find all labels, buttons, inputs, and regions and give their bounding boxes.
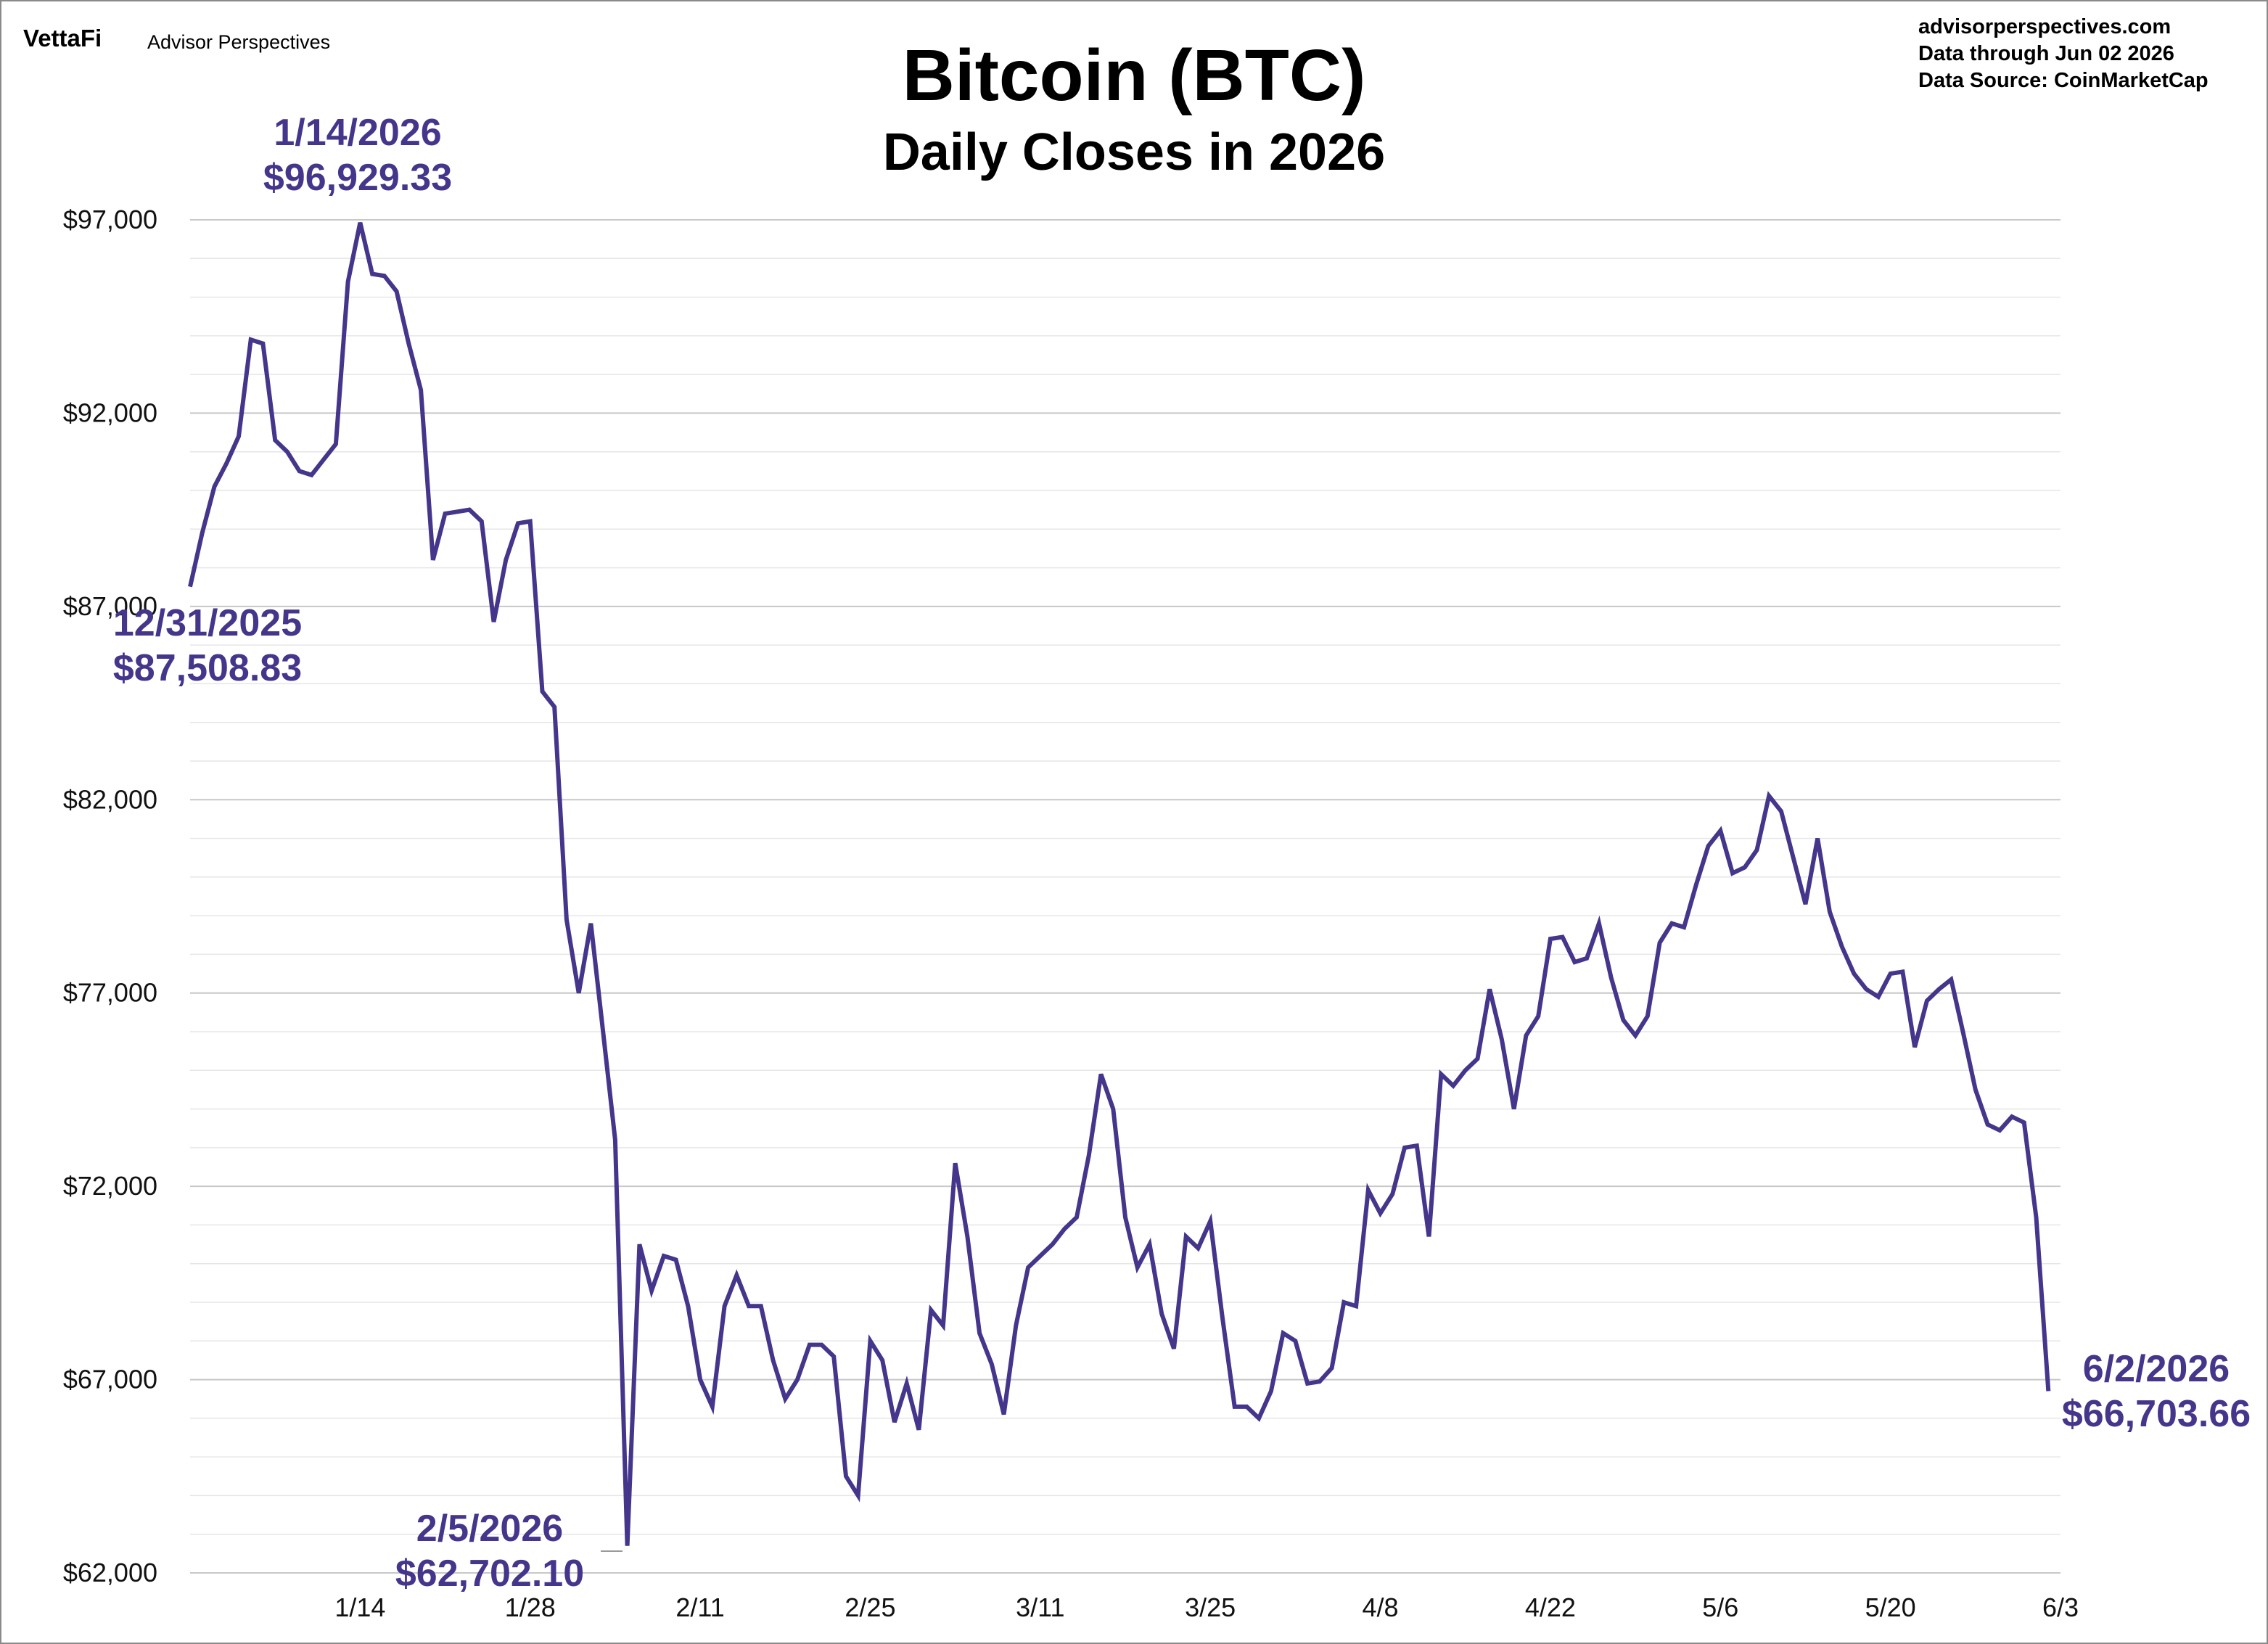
callout-max-value: $96,929.33 xyxy=(263,157,452,199)
y-tick-label: $87,000 xyxy=(63,591,157,621)
y-tick-label: $72,000 xyxy=(63,1171,157,1201)
callout-min-date: 2/5/2026 xyxy=(416,1508,563,1550)
callout-start-date: 12/31/2025 xyxy=(113,602,302,644)
y-tick-label: $62,000 xyxy=(63,1558,157,1587)
vettafi-logo: VettaFi xyxy=(23,25,102,52)
x-tick-label: 3/11 xyxy=(1016,1592,1064,1622)
chart-title: Bitcoin (BTC) xyxy=(903,35,1366,116)
y-tick-label: $92,000 xyxy=(63,398,157,427)
x-tick-label: 5/6 xyxy=(1702,1592,1738,1622)
callout-end: 6/2/2026 $66,703.66 xyxy=(2062,1348,2251,1435)
x-tick-label: 4/8 xyxy=(1363,1592,1399,1622)
series-layer xyxy=(188,222,2051,1546)
data-source: Data Source: CoinMarketCap xyxy=(1918,69,2209,92)
data-through: Data through Jun 02 2026 xyxy=(1918,42,2174,65)
y-tick-label: $77,000 xyxy=(63,978,157,1008)
x-tick-label: 4/22 xyxy=(1525,1592,1576,1622)
callout-end-value: $66,703.66 xyxy=(2062,1393,2251,1435)
axis-layer: $97,000 $92,000 $87,000 $82,000 $77,000 $72,0… xyxy=(63,205,2079,1622)
x-tick-label: 5/20 xyxy=(1865,1592,1916,1622)
grid-layer xyxy=(190,219,2060,1574)
y-tick-label: $82,000 xyxy=(63,784,157,814)
y-tick-label: $67,000 xyxy=(63,1365,157,1394)
callout-max: 1/14/2026 $96,929.33 xyxy=(263,112,452,199)
callout-min-value: $62,702.10 xyxy=(395,1553,584,1595)
x-tick-label: 2/11 xyxy=(675,1592,724,1622)
callout-max-date: 1/14/2026 xyxy=(274,112,441,154)
x-tick-label: 6/3 xyxy=(2042,1592,2079,1622)
chart-subtitle: Daily Closes in 2026 xyxy=(883,123,1385,181)
source-website: advisorperspectives.com xyxy=(1918,15,2171,38)
callout-start: 12/31/2025 $87,508.83 xyxy=(113,602,302,689)
callout-end-date: 6/2/2026 xyxy=(2083,1348,2230,1390)
y-tick-label: $97,000 xyxy=(63,205,157,234)
x-tick-label: 3/25 xyxy=(1185,1592,1236,1622)
callout-min: 2/5/2026 $62,702.10 xyxy=(395,1508,623,1595)
callout-start-value: $87,508.83 xyxy=(113,647,302,689)
x-tick-label: 2/25 xyxy=(845,1592,895,1622)
brand-name: Advisor Perspectives xyxy=(147,31,330,53)
btc-price-line xyxy=(188,222,2051,1546)
x-tick-label: 1/28 xyxy=(505,1592,556,1622)
x-tick-label: 1/14 xyxy=(334,1592,385,1622)
